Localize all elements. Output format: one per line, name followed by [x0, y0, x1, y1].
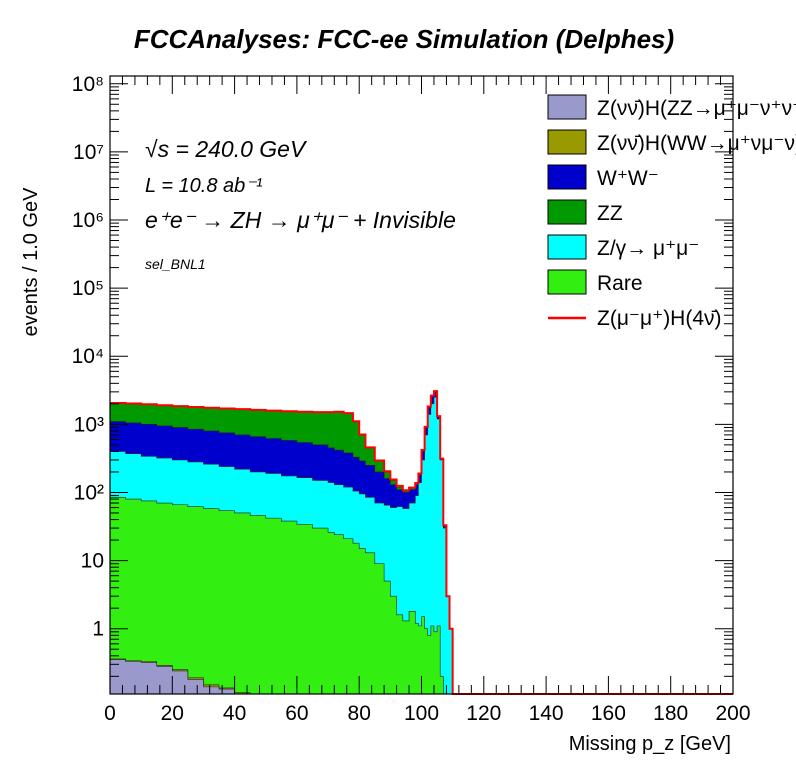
x-tick-label: 0 [104, 702, 116, 725]
legend-swatch [547, 199, 587, 225]
chart-title: FCCAnalyses: FCC-ee Simulation (Delphes) [134, 24, 674, 54]
x-tick-label: 80 [348, 702, 371, 725]
stacked-areas [109, 391, 733, 695]
y-tick-label: 10⁶ [72, 209, 104, 232]
legend-swatch [547, 129, 587, 155]
legend-swatch [547, 164, 587, 190]
legend-swatch [547, 234, 587, 260]
y-tick-label: 1 [92, 618, 104, 641]
area-series-3 [109, 496, 733, 695]
y-tick-label: 10 [81, 550, 104, 573]
annotation-luminosity: L = 10.8 ab⁻¹ [145, 175, 263, 197]
legend-label: Rare [597, 272, 643, 295]
x-tick-label: 200 [715, 702, 750, 725]
y-tick-label: 10⁴ [72, 345, 104, 368]
y-tick-label: 10⁷ [73, 141, 104, 164]
annotation-process: e⁺e⁻ → ZH → μ⁺μ⁻ + Invisible [145, 207, 456, 233]
x-tick-label: 40 [223, 702, 246, 725]
legend-swatch [547, 94, 587, 120]
x-tick-label: 140 [529, 702, 564, 725]
x-tick-label: 100 [404, 702, 439, 725]
y-tick-label: 10⁵ [72, 277, 104, 300]
y-tick-label: 10⁸ [72, 73, 104, 96]
x-tick-label: 120 [466, 702, 501, 725]
y-axis: 1 10 10² 10³ 10⁴ 10⁵ 10⁶ 10⁷ 10⁸ [72, 73, 733, 677]
signal-line [110, 390, 733, 695]
y-axis-label: events / 1.0 GeV [20, 187, 42, 337]
legend-label: Z(μ⁻μ⁺)H(4ν̄) [597, 307, 722, 330]
y-tick-label: 10² [74, 481, 104, 504]
legend-swatch [547, 269, 587, 295]
x-tick-label: 60 [285, 702, 308, 725]
x-axis: 0 20 40 60 80 100 120 140 160 180 200 [104, 76, 751, 725]
legend-label: ZZ [597, 202, 623, 225]
x-tick-label: 20 [161, 702, 184, 725]
legend: Z(νν̄)H(ZZ→μ⁺μ⁻ν⁺ν⁻) Z(νν̄)H(WW→μ⁺νμ⁻ν) W⁺… [547, 94, 796, 330]
x-tick-label: 180 [653, 702, 688, 725]
legend-label: Z(νν̄)H(WW→μ⁺νμ⁻ν) [597, 132, 796, 155]
legend-label: W⁺W⁻ [597, 167, 659, 190]
y-tick-label: 10³ [74, 413, 104, 436]
annotation-selection: sel_BNL1 [145, 256, 206, 272]
x-tick-label: 160 [591, 702, 626, 725]
legend-label: Z/γ→ μ⁺μ⁻ [597, 237, 699, 260]
x-axis-label: Missing p_z [GeV] [569, 733, 731, 755]
legend-label: Z(νν̄)H(ZZ→μ⁺μ⁻ν⁺ν⁻) [597, 97, 796, 120]
annotation-sqrt-s: √s = 240.0 GeV [145, 136, 308, 162]
